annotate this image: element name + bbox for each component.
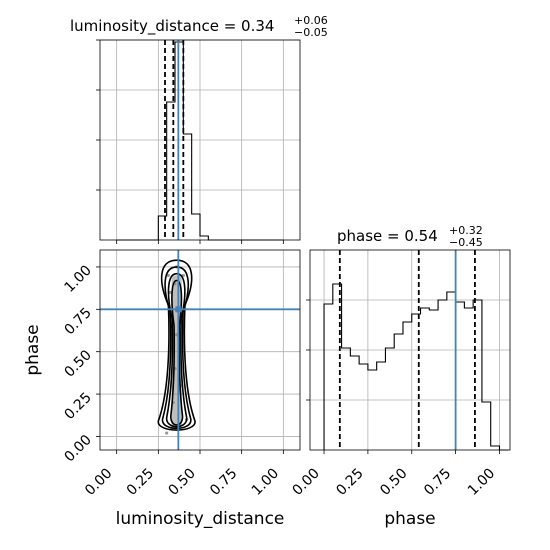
panel-frame [309, 249, 511, 451]
phase-y-tick-label: 0.50 [61, 347, 94, 380]
phase-y-tick-label: 0.75 [61, 305, 94, 338]
phase-title-plus: +0.32 [449, 224, 483, 237]
luminosity-distance-x-tick-label: 0.75 [207, 466, 240, 499]
joint-scatter-contour-panel: 0.00 0.25 0.50 0.75 1.000.000.250.500.751.00 [61, 249, 301, 499]
scatter-point [165, 431, 169, 435]
panel-frame [99, 39, 301, 241]
luminosity-distance-histogram-panel [96, 39, 301, 244]
phase-x-tick-label: 0.25 [333, 466, 366, 499]
phase-x-tick-label: 0.75 [421, 466, 454, 499]
phase-x-tick-label: 1.00 [465, 466, 498, 499]
luminosity-distance-title-plus: +0.06 [294, 14, 328, 27]
phase-x-tick-label: 0.50 [377, 466, 410, 499]
phase-x-tick-label: 0.00 [290, 466, 323, 499]
luminosity-distance-title: luminosity_distance = 0.34 [70, 17, 274, 36]
luminosity-distance-x-tick-label: 0.50 [165, 466, 198, 499]
phase-y-tick-label: 0.00 [61, 432, 94, 465]
panel-frame [99, 249, 301, 451]
x-axis-label-phase: phase [384, 509, 435, 529]
luminosity-distance-x-tick-label: 1.00 [249, 466, 282, 499]
y-axis-label-phase: phase [23, 324, 43, 375]
truth-marker [175, 306, 182, 313]
phase-title-minus: −0.45 [449, 236, 483, 249]
phase-histogram-step [323, 283, 509, 451]
density-contour [165, 272, 188, 428]
phase-title: phase = 0.54 [337, 227, 438, 245]
luminosity-distance-title-minus: −0.05 [294, 26, 328, 39]
density-contour [170, 279, 184, 426]
luminosity-distance-x-tick-label: 0.00 [82, 466, 115, 499]
phase-y-tick-label: 1.00 [61, 262, 94, 295]
luminosity-distance-x-tick-label: 0.25 [124, 466, 157, 499]
phase-y-tick-label: 0.25 [61, 390, 94, 423]
phase-histogram-panel: 0.00 0.25 0.50 0.75 1.00 [290, 249, 511, 499]
x-axis-label-luminosity-distance: luminosity_distance [116, 509, 285, 529]
scatter-point [166, 273, 170, 278]
